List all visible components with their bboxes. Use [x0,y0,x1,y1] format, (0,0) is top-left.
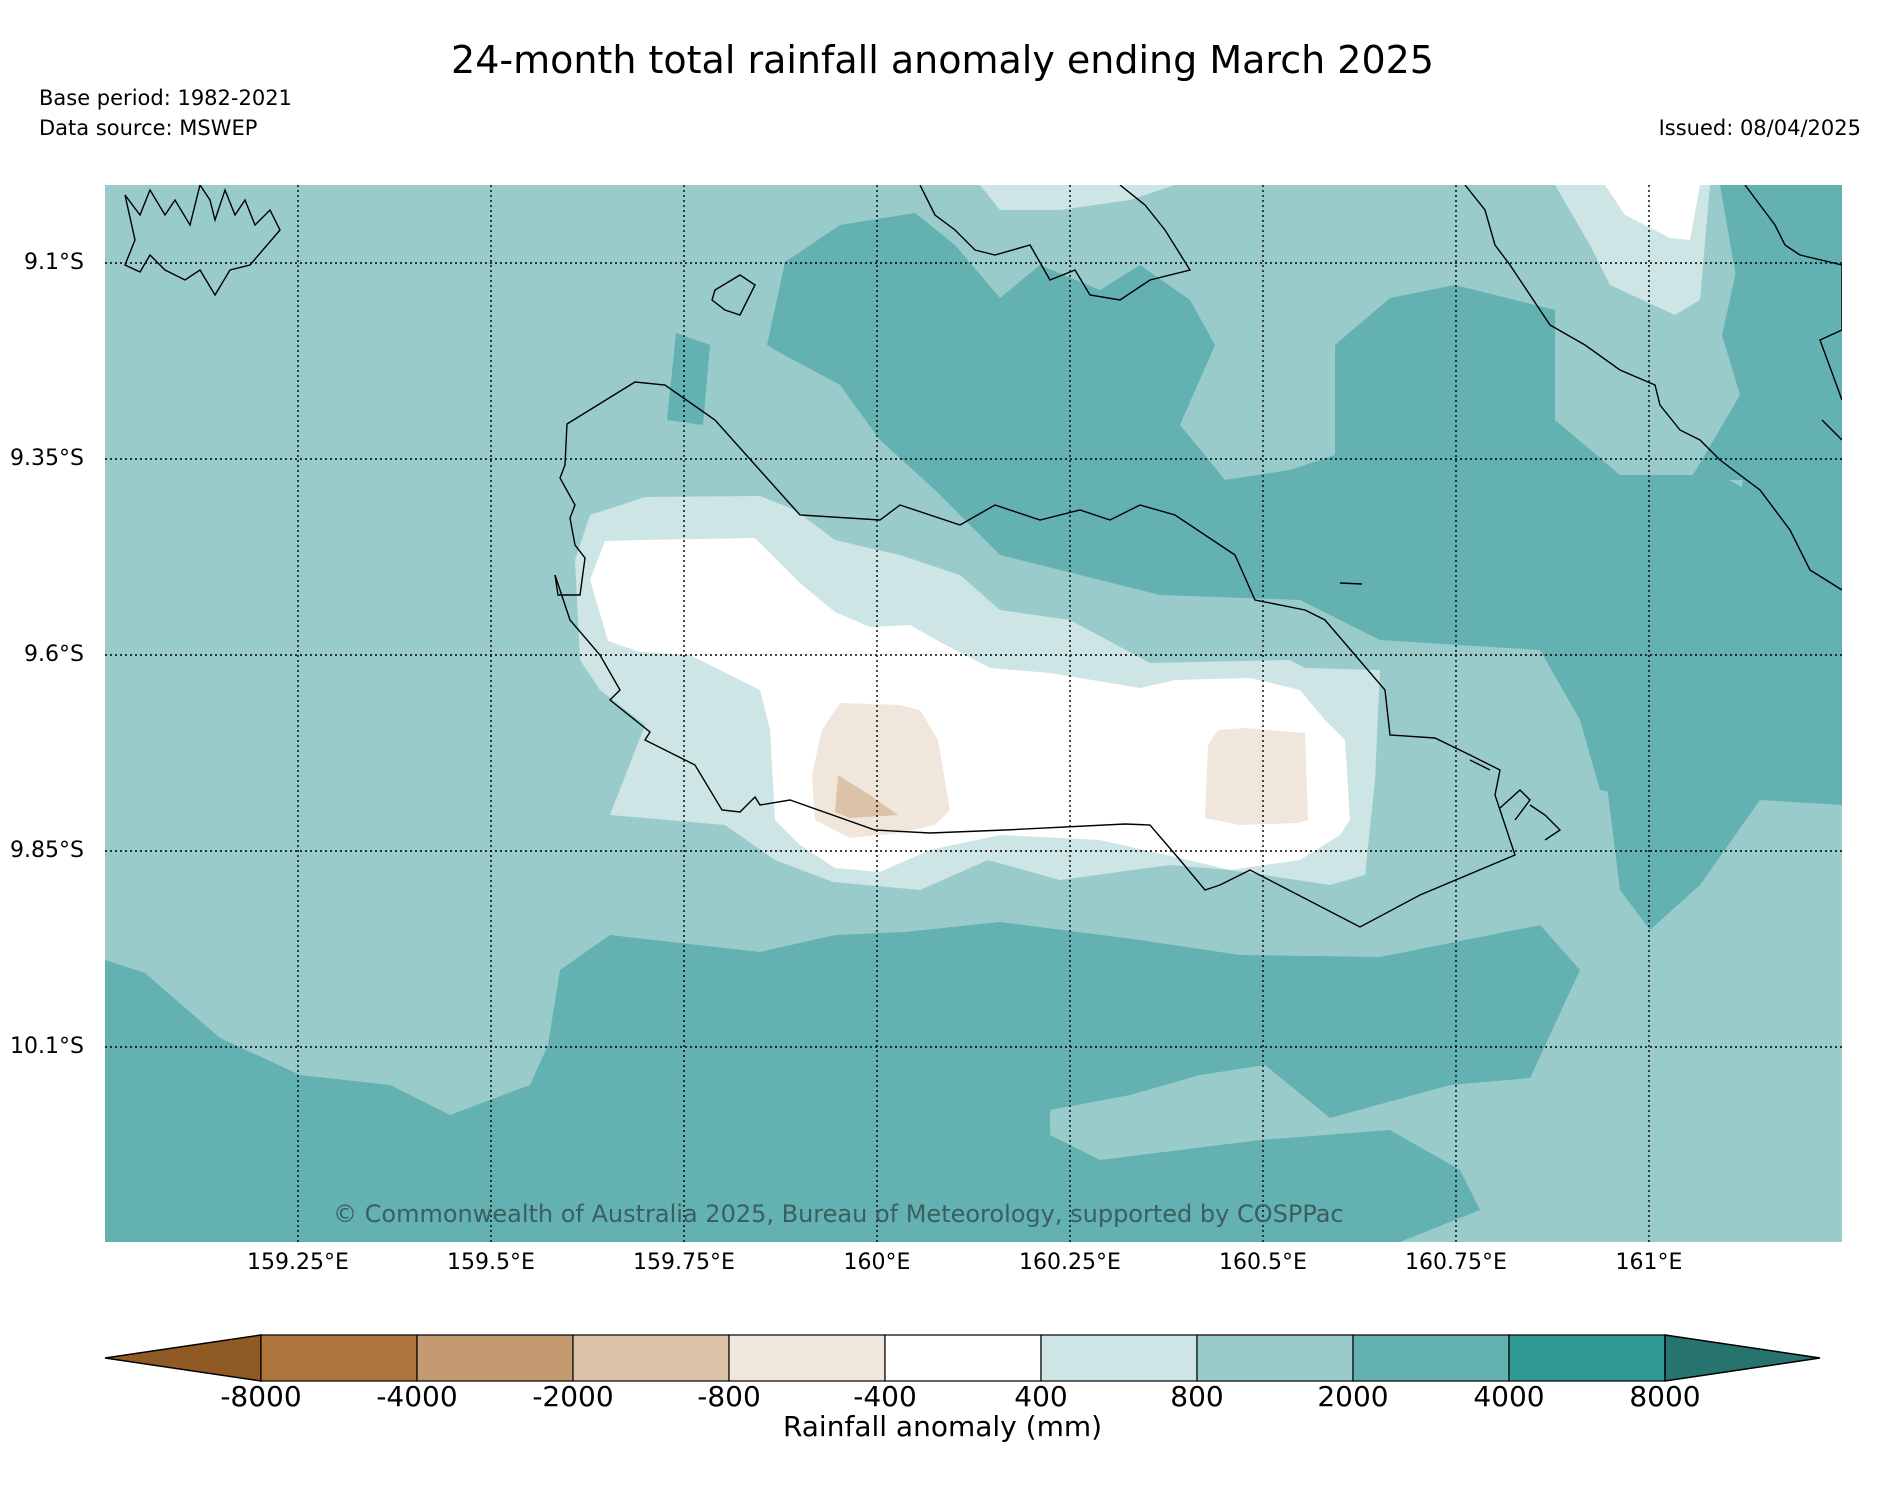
colorbar-tick: -4000 [376,1380,458,1413]
lon-label: 159.75°E [633,1250,735,1275]
colorbar-segment [728,1334,886,1382]
lat-label: 10.1°S [10,1034,84,1059]
colorbar-tick: -800 [697,1380,761,1413]
colorbar-extend-low [104,1334,262,1382]
contour-2000-4000-north [767,185,1842,812]
lat-label: 9.1°S [24,250,84,275]
lon-label: 161°E [1615,1250,1683,1275]
lon-label: 160.75°E [1405,1250,1507,1275]
data-source: Data source: MSWEP [39,116,258,140]
base-period: Base period: 1982-2021 [39,86,292,110]
colorbar-label: Rainfall anomaly (mm) [782,1410,1103,1443]
colorbar-tick: -400 [853,1380,917,1413]
colorbar-tick: 800 [1170,1380,1224,1413]
coastline-east [1464,185,1842,591]
coastline-northwest [124,185,281,297]
lat-label: 9.35°S [10,446,84,471]
map-title: 24-month total rainfall anomaly ending M… [451,38,1434,82]
contour-400-800-north [980,185,1175,210]
colorbar-tick: 4000 [1473,1380,1545,1413]
lon-label: 159.25°E [247,1250,349,1275]
lat-label: 9.85°S [10,838,84,863]
colorbar-segment [260,1334,418,1382]
colorbar-segment [1352,1334,1510,1382]
coastline-islet-1 [711,274,756,316]
colorbar [104,1334,1821,1382]
coastline-east-islets [1469,759,1562,841]
colorbar-tick: 2000 [1317,1380,1389,1413]
colorbar-segment [1040,1334,1198,1382]
colorbar-segment [884,1334,1042,1382]
lat-label: 9.6°S [24,642,84,667]
colorbar-segment [416,1334,574,1382]
colorbar-segment [1196,1334,1354,1382]
coastline [124,185,1842,928]
lon-label: 160°E [843,1250,911,1275]
colorbar-tick: 400 [1014,1380,1068,1413]
contour-neutral [590,538,1350,872]
colorbar-extend-high [1664,1334,1821,1382]
colorbar-segment [1508,1334,1666,1382]
colorbar-tick: -8000 [220,1380,302,1413]
contour-negative-800-2000 [835,775,898,818]
contour-2000-4000-south [105,922,1580,1242]
issued-date: Issued: 08/04/2025 [1658,116,1861,140]
copyright-notice: © Commonwealth of Australia 2025, Bureau… [333,1200,1344,1228]
lon-label: 159.5°E [447,1250,535,1275]
contour-neutral-northeast [1605,185,1700,240]
contour-negative-400-800-east [1205,728,1308,825]
rainfall-anomaly-field [105,185,1842,1242]
colorbar-tick: -2000 [532,1380,614,1413]
graticule [105,185,1842,1242]
contour-2000-4000-peninsula [667,333,710,425]
coastline-reef [1339,582,1363,585]
coastline-north-isle [919,185,1192,301]
contour-2000-4000-east [1560,185,1842,1242]
colorbar-tick: 8000 [1629,1380,1701,1413]
lon-label: 160.25°E [1019,1250,1121,1275]
coastline-main-island [554,381,1516,928]
lon-label: 160.5°E [1219,1250,1307,1275]
colorbar-segment [572,1334,730,1382]
coastline-northeast [1744,185,1842,441]
